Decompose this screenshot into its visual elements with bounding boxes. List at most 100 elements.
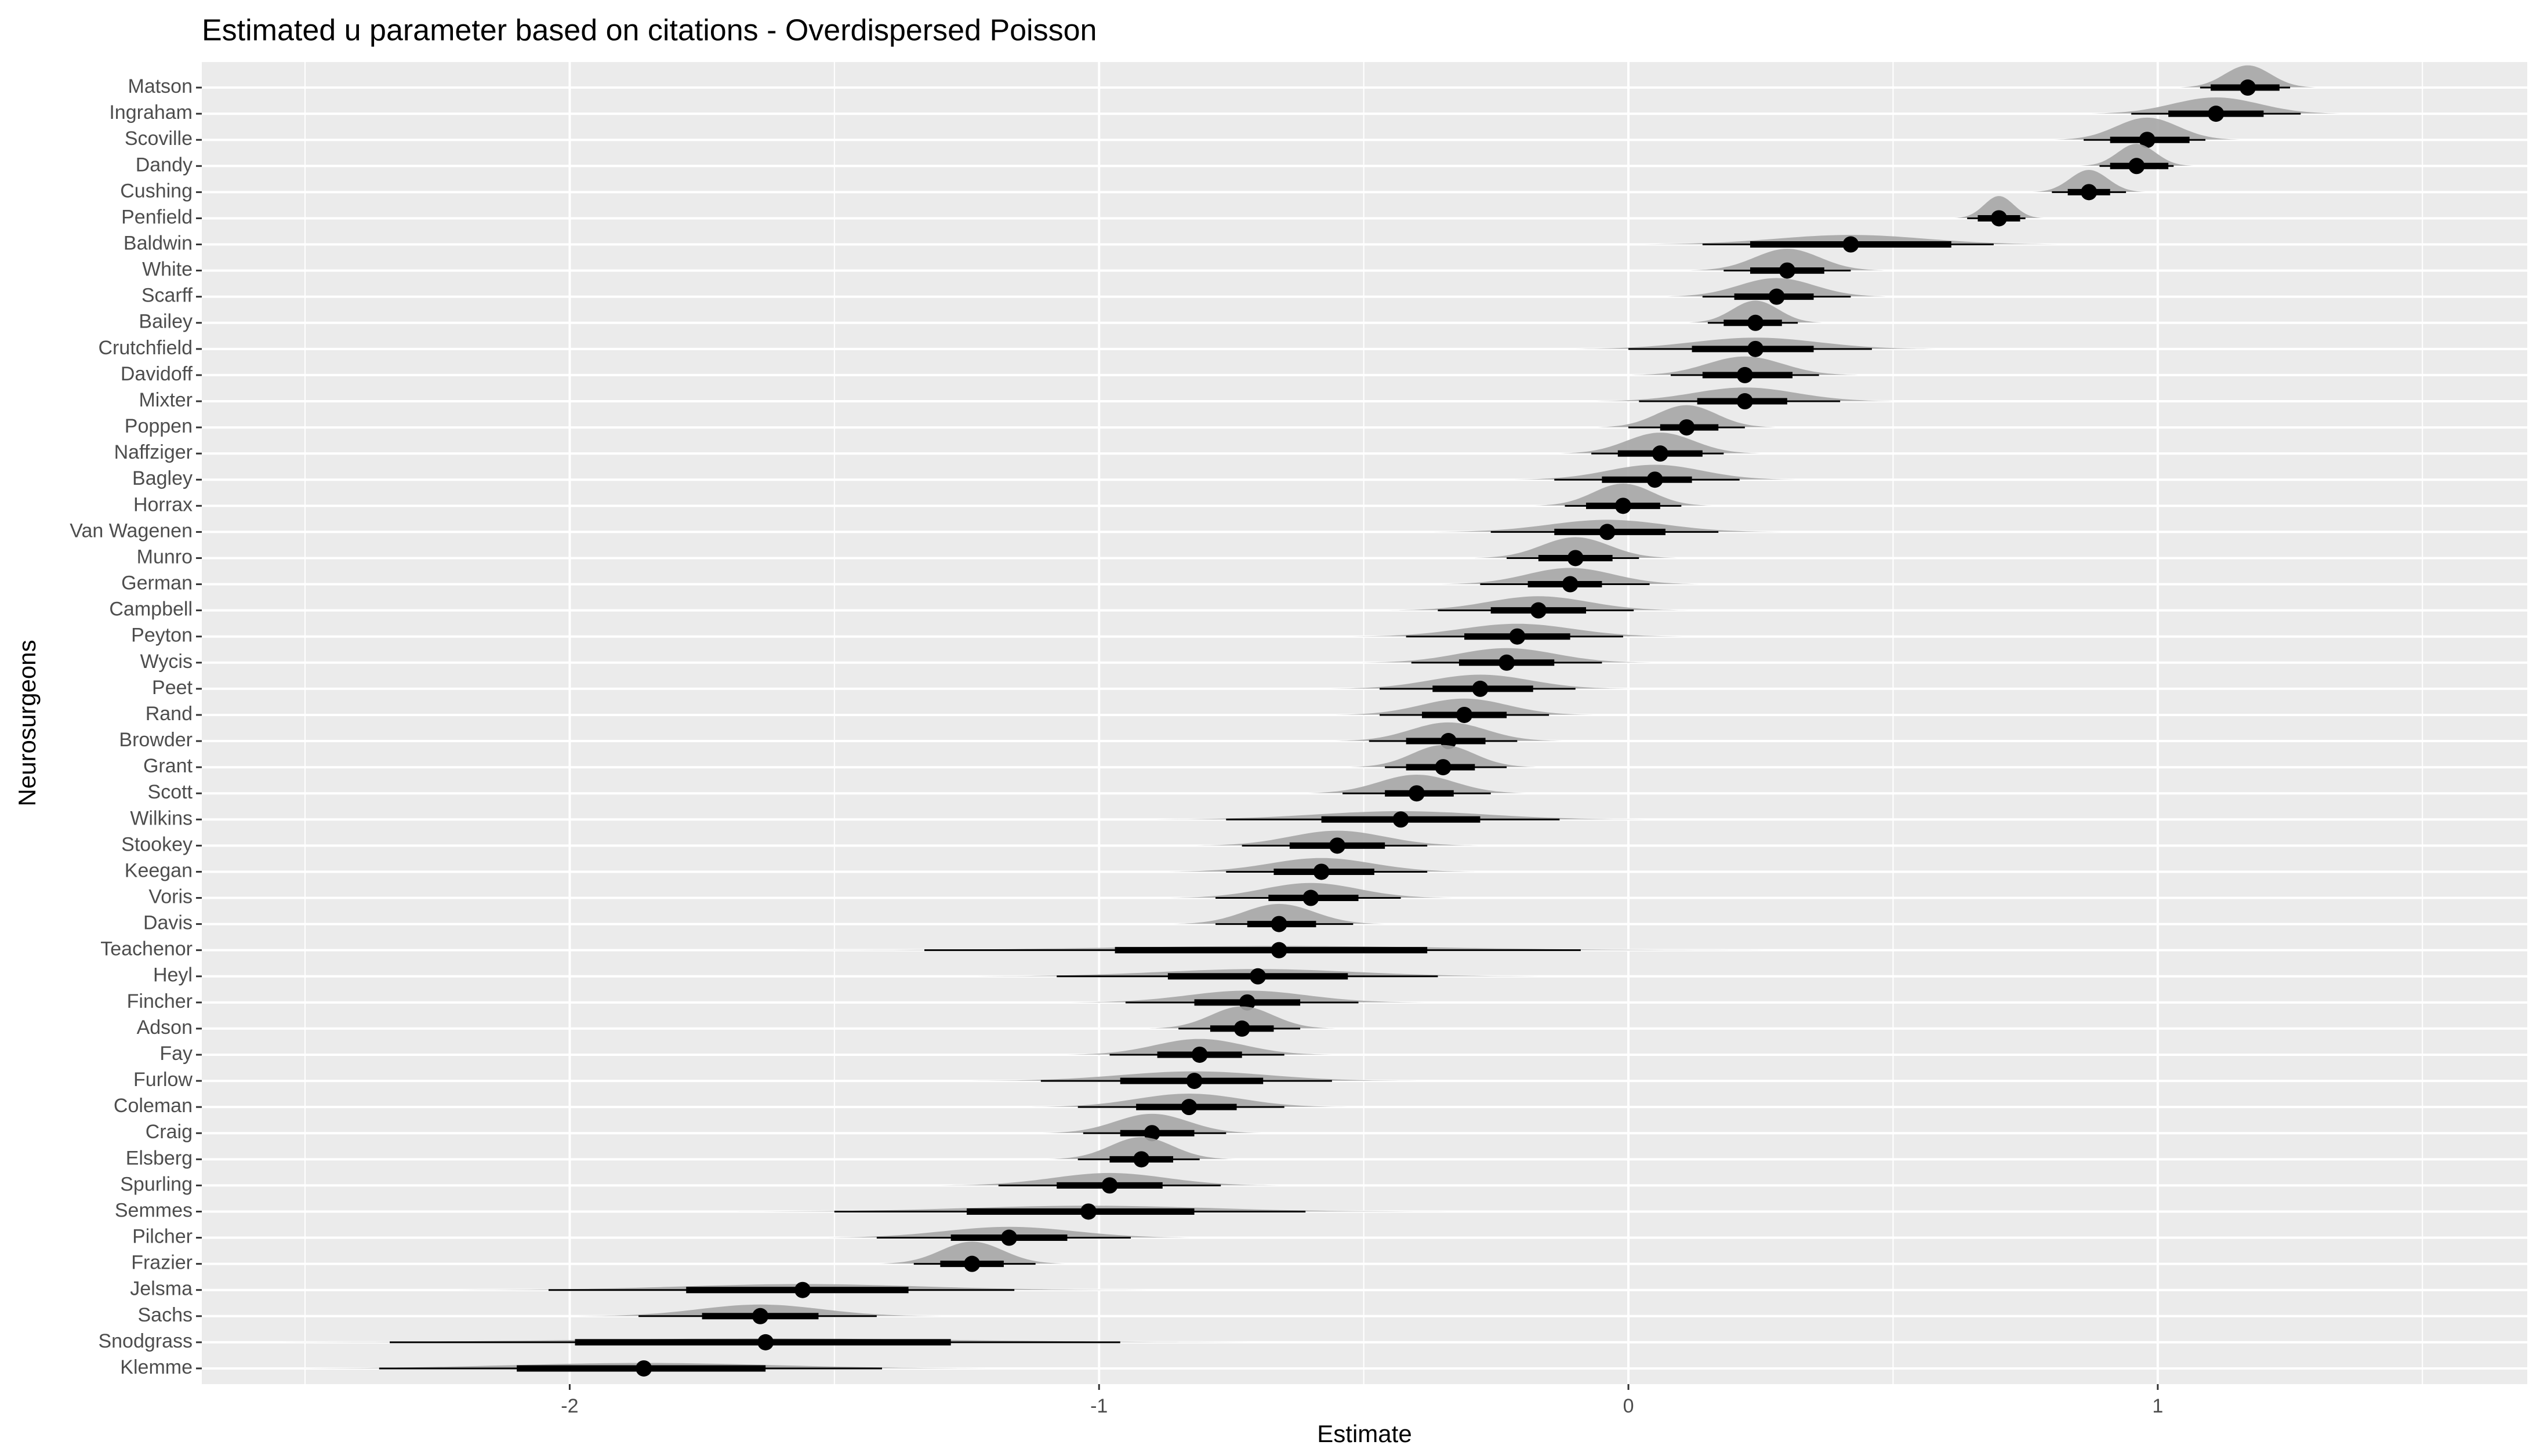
y-tick-label: Wycis — [140, 651, 193, 673]
y-tick-label: Peyton — [131, 624, 193, 647]
density — [1042, 1113, 1262, 1133]
y-tick-label: Heyl — [153, 964, 193, 986]
y-tick-label: Jelsma — [130, 1278, 193, 1300]
density — [1349, 745, 1537, 767]
y-tick-label: Bailey — [139, 311, 193, 333]
point-estimate — [2128, 158, 2145, 175]
y-tick-label: Elsberg — [126, 1147, 193, 1169]
y-tick-label: Frazier — [131, 1252, 193, 1274]
density — [879, 1241, 1065, 1264]
y-tick-label: Mixter — [139, 389, 193, 411]
y-tick-label: Baldwin — [124, 233, 193, 255]
y-tick-label: Munro — [137, 546, 193, 568]
density — [1048, 1137, 1235, 1159]
point-estimate — [794, 1281, 811, 1298]
y-tick-label: Dandy — [136, 154, 193, 176]
density — [1440, 568, 1700, 584]
density — [1954, 196, 2044, 218]
y-tick-label: Semmes — [115, 1199, 193, 1221]
point-estimate — [1233, 1020, 1250, 1037]
point-estimate — [1652, 445, 1668, 462]
y-tick-label: Fay — [159, 1043, 193, 1065]
y-tick-label: Ingraham — [109, 101, 193, 124]
point-estimate — [1181, 1099, 1198, 1116]
point-estimate — [1271, 916, 1287, 932]
density — [1690, 249, 1885, 271]
y-tick-label: Cushing — [120, 180, 193, 202]
point-estimate — [1614, 498, 1631, 514]
density — [1335, 722, 1562, 741]
point-estimate — [1472, 680, 1489, 697]
point-estimate — [1456, 706, 1473, 723]
y-tick-label: Rand — [146, 703, 193, 725]
y-tick-label: Poppen — [125, 415, 193, 437]
density — [1597, 405, 1776, 427]
y-tick-label: German — [121, 572, 193, 594]
y-tick-label: Craig — [146, 1121, 193, 1143]
y-tick-label: Grant — [143, 755, 193, 777]
y-tick-label: Klemme — [120, 1356, 193, 1378]
y-tick-label: Furlow — [133, 1069, 193, 1091]
density — [2080, 144, 2194, 166]
point-estimate — [2240, 79, 2256, 96]
y-tick-label: Pilcher — [132, 1226, 193, 1248]
density — [1686, 300, 1824, 323]
density — [1534, 484, 1712, 506]
y-tick-label: Snodgrass — [98, 1330, 193, 1352]
y-tick-label: Scarff — [141, 285, 193, 307]
y-tick-label: Naffziger — [114, 441, 193, 463]
density — [2053, 117, 2241, 140]
y-tick-label: Scoville — [125, 128, 193, 150]
y-tick-label: Matson — [128, 75, 193, 97]
point-estimate — [1678, 419, 1695, 436]
point-estimate — [1736, 393, 1753, 410]
y-tick-label: Spurling — [120, 1173, 193, 1195]
density — [1334, 698, 1594, 715]
y-tick-label: Wilkins — [130, 807, 193, 829]
density — [2032, 170, 2146, 192]
x-axis-title: Estimate — [1317, 1420, 1411, 1447]
point-estimate — [1779, 262, 1795, 279]
point-estimate — [1842, 236, 1859, 253]
y-tick-label: Voris — [148, 886, 193, 908]
point-estimate — [1498, 654, 1515, 671]
point-estimate — [1509, 628, 1526, 645]
y-axis-title: Neurosurgeons — [13, 640, 41, 806]
point-estimate — [1329, 837, 1345, 854]
point-estimate — [1530, 602, 1547, 619]
point-estimate — [1133, 1151, 1150, 1168]
density — [1173, 903, 1385, 924]
point-estimate — [1747, 340, 1764, 357]
y-tick-label: Browder — [119, 729, 193, 751]
density — [1474, 537, 1677, 558]
y-tick-label: Penfield — [121, 206, 193, 228]
y-tick-label: Stookey — [121, 833, 193, 855]
point-estimate — [636, 1360, 652, 1377]
y-tick-label: Fincher — [127, 990, 193, 1012]
y-tick-label: Peet — [152, 677, 193, 699]
point-estimate — [1991, 210, 2008, 227]
density — [1663, 278, 1891, 297]
density — [1559, 433, 1762, 453]
chart-title: Estimated u parameter based on citations… — [202, 14, 1097, 48]
point-estimate — [1435, 759, 1452, 776]
x-tick-label: 1 — [2152, 1395, 2163, 1417]
point-estimate — [2139, 132, 2156, 148]
density — [2179, 65, 2317, 88]
point-estimate — [1392, 811, 1409, 828]
x-tick-label: -2 — [561, 1395, 578, 1417]
point-estimate — [757, 1334, 774, 1350]
point-estimate — [1747, 314, 1764, 331]
point-estimate — [1599, 524, 1616, 540]
y-tick-label: Crutchfield — [98, 337, 193, 359]
y-tick-label: Horrax — [133, 493, 193, 515]
x-tick-label: 0 — [1623, 1395, 1634, 1417]
y-tick-label: Davidoff — [121, 363, 193, 385]
point-estimate — [1186, 1073, 1203, 1090]
y-tick-label: Bagley — [132, 467, 193, 489]
point-estimate — [2208, 106, 2225, 122]
y-tick-label: Sachs — [138, 1304, 193, 1326]
point-estimate — [1736, 366, 1753, 383]
